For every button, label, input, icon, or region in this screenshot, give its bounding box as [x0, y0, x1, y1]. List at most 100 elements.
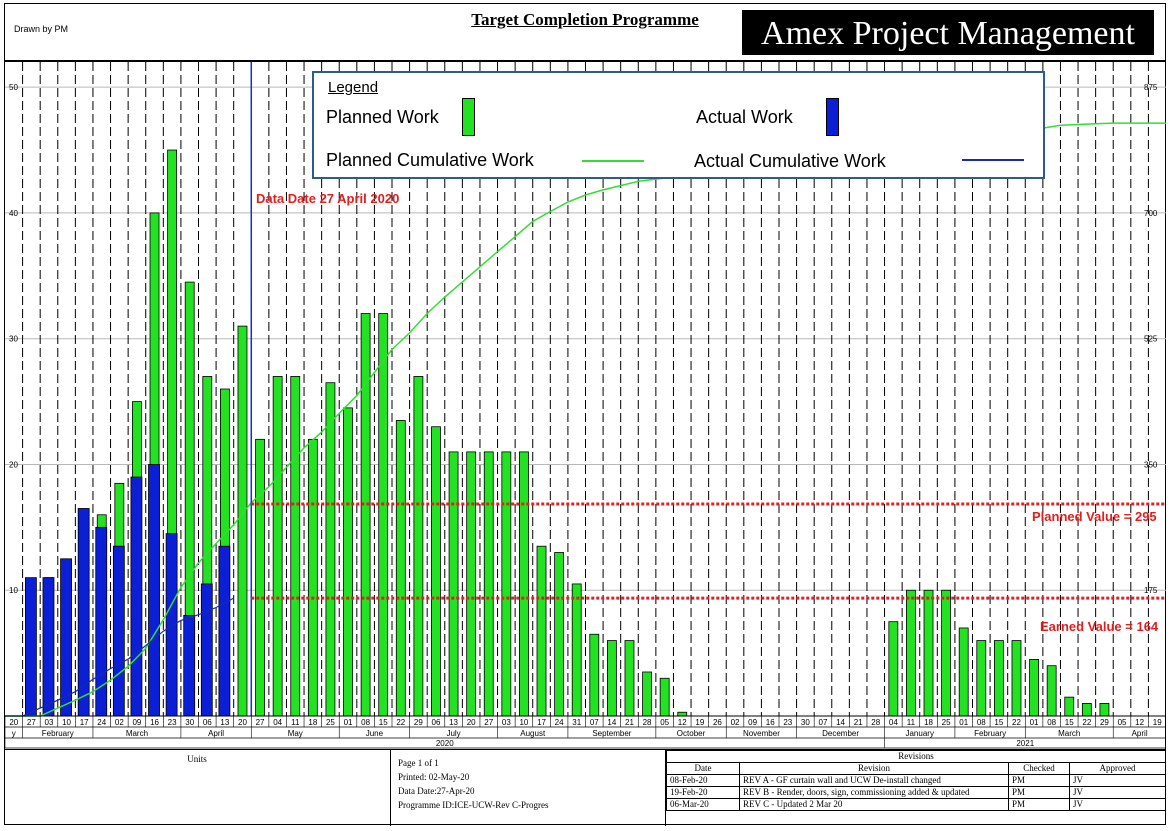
week-tick-label: 01 [959, 718, 968, 727]
page-frame [4, 3, 1166, 825]
rev-checked: PM [1008, 798, 1070, 811]
week-tick-label: 15 [994, 718, 1003, 727]
legend-actual-cumulative-swatch [962, 159, 1024, 161]
units-label: Units [187, 754, 207, 764]
week-tick-label: 05 [660, 718, 669, 727]
planned-work-bar [1011, 640, 1022, 717]
week-tick-label: 07 [590, 718, 599, 727]
week-tick-label: 22 [1082, 718, 1091, 727]
planned-work-bar [659, 677, 670, 717]
planned-value-annotation: Planned Value = 295 [1032, 509, 1157, 524]
rev-date: 19-Feb-20 [666, 786, 740, 799]
rev-text: REV B - Render, doors, sign, commissioni… [739, 786, 1009, 799]
footer-divider [665, 750, 666, 826]
week-tick-label: 12 [1135, 718, 1144, 727]
actual-work-bar [60, 558, 72, 717]
week-tick-label: 10 [519, 718, 528, 727]
rev-approved: JV [1069, 786, 1166, 799]
week-tick-label: 13 [449, 718, 458, 727]
rev-header-revision: Revision [739, 762, 1009, 775]
planned-work-bar [976, 640, 987, 717]
rev-date: 06-Mar-20 [666, 798, 740, 811]
week-tick-label: 19 [1153, 718, 1162, 727]
month-label: May [288, 729, 303, 738]
week-tick-label: 30 [185, 718, 194, 727]
planned-work-bar [1099, 703, 1110, 717]
footer-divider [390, 750, 391, 826]
rev-checked: PM [1008, 774, 1070, 787]
legend-heading: Legend [328, 79, 379, 96]
week-tick-label: 24 [97, 718, 106, 727]
planned-work-bar [993, 640, 1004, 717]
month-label: December [822, 729, 859, 738]
legend-planned-work-swatch [462, 98, 475, 136]
planned-work-bar [606, 640, 617, 717]
table-row: 08-Feb-20 REV A - GF curtain wall and UC… [666, 774, 1166, 787]
planned-work-bar [272, 376, 283, 717]
week-tick-label: 10 [62, 718, 71, 727]
week-tick-label: 02 [731, 718, 740, 727]
actual-work-bar [183, 614, 196, 717]
week-tick-label: 13 [220, 718, 229, 727]
planned-work-bar [448, 451, 459, 717]
month-label: April [1132, 729, 1148, 738]
week-tick-label: 18 [308, 718, 317, 727]
planned-work-bar [677, 711, 688, 717]
revisions-table: Revisions Date Revision Checked Approved… [666, 750, 1166, 811]
rev-text: REV C - Updated 2 Mar 20 [739, 798, 1009, 811]
week-tick-label: 14 [607, 718, 616, 727]
planned-work-bar [1046, 665, 1057, 717]
actual-work-bar [112, 545, 125, 717]
week-tick-label: 11 [907, 718, 916, 727]
week-tick-label: 20 [238, 718, 247, 727]
actual-work-bar [165, 533, 178, 717]
month-label: November [743, 729, 780, 738]
year-label: 2021 [1016, 739, 1034, 748]
planned-work-bar [431, 426, 441, 717]
earned-value-annotation: Earned Value = 164 [1040, 619, 1159, 634]
week-tick-label: 01 [1030, 718, 1039, 727]
planned-work-bar [483, 451, 494, 717]
week-tick-label: 15 [1065, 718, 1074, 727]
week-tick-label: 27 [27, 718, 36, 727]
page-number: Page 1 of 1 [398, 758, 439, 768]
week-tick-label: 25 [326, 718, 335, 727]
actual-work-bar [95, 526, 108, 717]
print-info: Page 1 of 1 Printed: 02-May-20 Data Date… [398, 756, 548, 812]
week-tick-label: 16 [766, 718, 775, 727]
week-tick-label: 27 [484, 718, 493, 727]
planned-work-bar [941, 589, 952, 717]
programme-id: Programme ID:ICE-UCW-Rev C-Progres [398, 800, 549, 810]
planned-work-bar [325, 382, 336, 717]
month-label: January [905, 729, 933, 738]
week-tick-label: 15 [379, 718, 388, 727]
planned-work-bar [378, 313, 389, 717]
planned-work-bar [501, 451, 512, 717]
year-label: 2020 [436, 739, 454, 748]
legend-planned-cumulative-swatch [582, 160, 644, 162]
rev-date: 08-Feb-20 [666, 774, 740, 787]
actual-work-bar [24, 577, 37, 717]
month-label: February [42, 729, 74, 738]
week-tick-label: 09 [748, 718, 757, 727]
week-tick-label: 03 [45, 718, 54, 727]
month-label: September [592, 729, 631, 738]
week-tick-label: 12 [678, 718, 687, 727]
actual-work-bar [77, 508, 90, 717]
right-axis-tick-label: 525 [1144, 335, 1158, 344]
planned-work-bar [1064, 696, 1075, 717]
week-tick-label: 22 [1012, 718, 1021, 727]
actual-work-bar [200, 583, 213, 717]
month-label: February [974, 729, 1006, 738]
data-date-annotation: Data Date 27 April 2020 [256, 191, 400, 206]
rev-checked: PM [1008, 786, 1070, 799]
planned-work-bar [906, 589, 916, 717]
week-tick-label: 29 [414, 718, 423, 727]
planned-work-bar [642, 671, 652, 717]
week-tick-label: 20 [467, 718, 476, 727]
rev-header-date: Date [666, 762, 740, 775]
legend-actual-work-swatch [826, 98, 839, 136]
week-tick-label: 21 [854, 718, 863, 727]
week-tick-label: 27 [256, 718, 265, 727]
planned-work-bar [237, 325, 248, 717]
